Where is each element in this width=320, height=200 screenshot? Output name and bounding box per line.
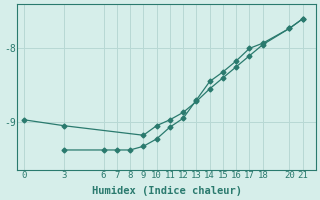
X-axis label: Humidex (Indice chaleur): Humidex (Indice chaleur) [92,186,242,196]
